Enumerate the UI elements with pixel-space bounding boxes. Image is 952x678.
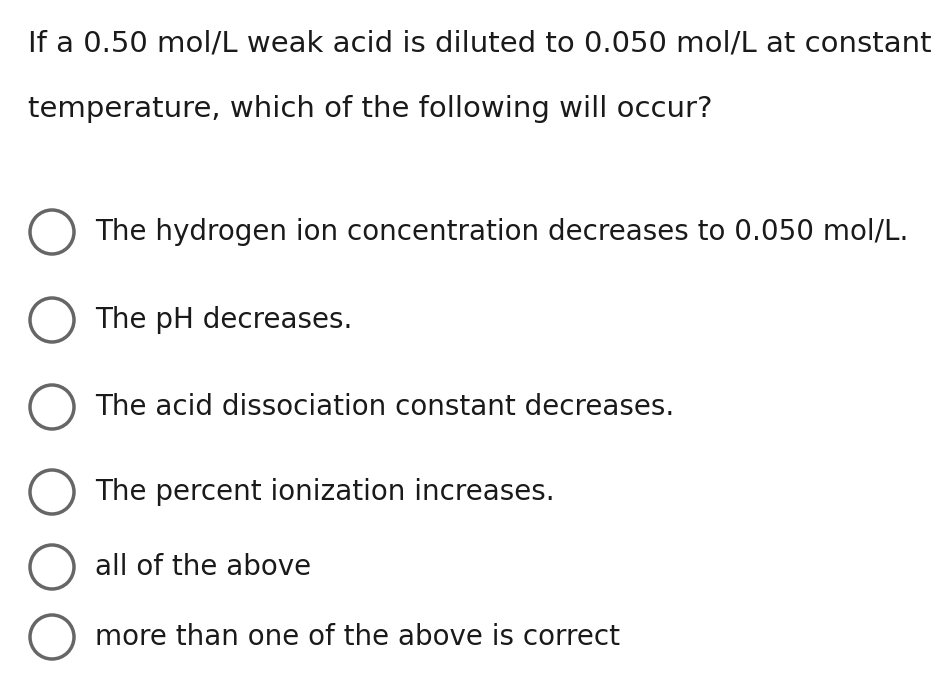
Text: The acid dissociation constant decreases.: The acid dissociation constant decreases…	[95, 393, 674, 421]
Text: If a 0.50 mol/L weak acid is diluted to 0.050 mol/L at constant: If a 0.50 mol/L weak acid is diluted to …	[28, 30, 932, 58]
Text: all of the above: all of the above	[95, 553, 311, 581]
Text: temperature, which of the following will occur?: temperature, which of the following will…	[28, 95, 712, 123]
Text: The hydrogen ion concentration decreases to 0.050 mol/L.: The hydrogen ion concentration decreases…	[95, 218, 908, 246]
Text: The pH decreases.: The pH decreases.	[95, 306, 352, 334]
Text: more than one of the above is correct: more than one of the above is correct	[95, 623, 620, 651]
Text: The percent ionization increases.: The percent ionization increases.	[95, 478, 555, 506]
